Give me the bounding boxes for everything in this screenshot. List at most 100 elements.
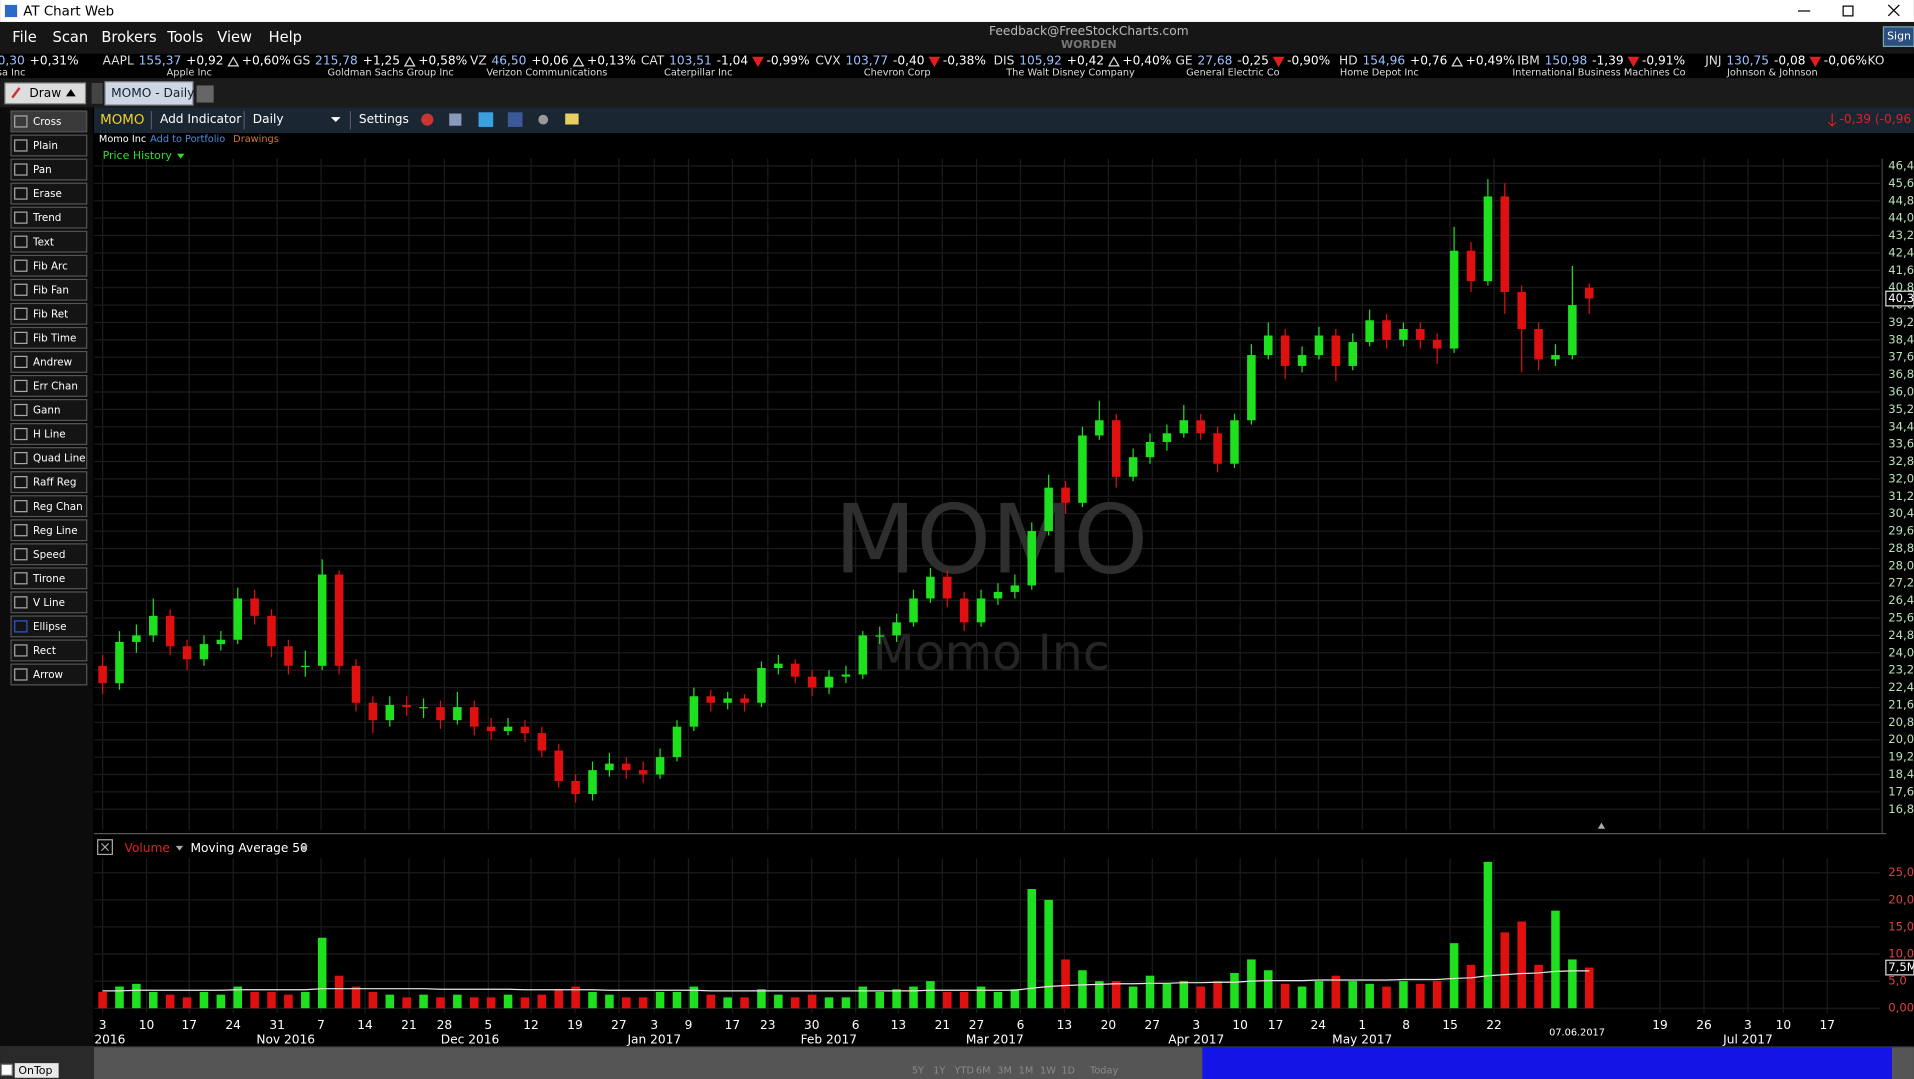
price-history-label[interactable]: Price History xyxy=(103,149,173,162)
chart-tab[interactable] xyxy=(104,81,194,106)
ticker-price[interactable]: 27,68 xyxy=(1198,54,1233,68)
tool-label[interactable]: Fib Ret xyxy=(33,308,68,320)
ticker-symbol[interactable]: HD xyxy=(1339,54,1358,68)
menu-item[interactable]: Brokers xyxy=(101,29,156,46)
tool-label[interactable]: Tirone xyxy=(32,573,65,585)
tool-button[interactable] xyxy=(10,663,88,686)
facebook-icon[interactable] xyxy=(507,112,523,127)
ticker-percent[interactable]: -0,99% xyxy=(767,54,810,68)
toolbar-symbol[interactable]: MOMO xyxy=(100,113,144,128)
tab-menu[interactable] xyxy=(91,83,103,104)
range-button[interactable]: 1Y xyxy=(933,1065,945,1076)
tool-label[interactable]: Arrow xyxy=(33,669,64,681)
range-button[interactable]: 5Y xyxy=(912,1065,924,1076)
menu-item[interactable]: Tools xyxy=(166,29,203,46)
tool-button[interactable] xyxy=(10,374,88,397)
tool-button[interactable] xyxy=(10,519,88,542)
ticker-price[interactable]: 0,30 xyxy=(0,54,25,68)
ticker-percent[interactable]: -0,90% xyxy=(1287,54,1330,68)
tool-button[interactable] xyxy=(10,471,88,494)
ticker-change[interactable]: -0,08 xyxy=(1774,54,1806,68)
tool-label[interactable]: Rect xyxy=(33,645,56,657)
add-indicator[interactable]: Add Indicator xyxy=(160,112,242,126)
tool-button[interactable] xyxy=(10,278,88,301)
tool-button[interactable] xyxy=(10,110,88,133)
chart-tab-label[interactable]: MOMO - Daily xyxy=(111,86,194,100)
tool-label[interactable]: H Line xyxy=(33,429,66,441)
tool-label[interactable]: Fib Arc xyxy=(33,260,68,272)
tool-label[interactable]: Raff Reg xyxy=(33,477,76,489)
settings-button[interactable]: Settings xyxy=(359,112,409,126)
ticker-percent[interactable]: +0,58% xyxy=(418,54,467,68)
range-button[interactable]: Today xyxy=(1089,1065,1118,1076)
menu-item[interactable]: Help xyxy=(269,29,302,46)
menu-item[interactable]: File xyxy=(12,29,36,46)
ticker-symbol[interactable]: CAT xyxy=(641,54,665,68)
tool-button[interactable] xyxy=(10,495,88,518)
tool-label[interactable]: Pan xyxy=(33,164,52,176)
tool-button[interactable] xyxy=(10,399,88,421)
tool-button[interactable] xyxy=(10,615,88,638)
menu-item[interactable]: View xyxy=(217,29,252,46)
draw-label[interactable]: Draw xyxy=(29,86,61,100)
tool-button[interactable] xyxy=(10,254,88,277)
ticker-percent[interactable]: +0,13% xyxy=(587,54,636,68)
ticker-percent[interactable]: +0,31% xyxy=(30,54,79,68)
tool-button[interactable] xyxy=(10,302,88,325)
ticker-change[interactable]: -1,04 xyxy=(717,54,749,68)
tool-label[interactable]: Quad Line xyxy=(33,453,86,465)
sign-in-label[interactable]: Sign I xyxy=(1887,30,1914,43)
range-button[interactable]: YTD xyxy=(954,1065,974,1076)
tool-button[interactable] xyxy=(10,230,88,253)
tool-label[interactable]: Erase xyxy=(33,188,62,200)
ticker-price[interactable]: 105,92 xyxy=(1019,54,1062,68)
range-button[interactable]: 1W xyxy=(1040,1065,1056,1076)
tool-button[interactable] xyxy=(10,206,88,229)
alert-icon[interactable] xyxy=(421,113,434,126)
tool-label[interactable]: Gann xyxy=(33,405,61,417)
tool-button[interactable] xyxy=(10,350,88,373)
drawings-link[interactable]: Drawings xyxy=(233,134,279,145)
ticker-price[interactable]: 46,50 xyxy=(492,54,527,68)
ticker-percent[interactable]: +0,40% xyxy=(1122,54,1171,68)
ticker-symbol[interactable]: VZ xyxy=(470,54,487,68)
menu-item[interactable]: Scan xyxy=(53,29,89,46)
tool-button[interactable] xyxy=(10,423,88,446)
ticker-change[interactable]: +1,25 xyxy=(363,54,400,68)
tool-button[interactable] xyxy=(10,447,88,470)
tool-label[interactable]: Trend xyxy=(32,212,61,224)
tool-label[interactable]: Fib Time xyxy=(33,332,76,344)
ticker-percent[interactable]: -0,91% xyxy=(1642,54,1685,68)
ticker-change[interactable]: +0,42 xyxy=(1067,54,1104,68)
ticker-symbol[interactable]: KO xyxy=(1868,54,1885,68)
ticker-price[interactable]: 155,37 xyxy=(139,54,182,68)
ticker-percent[interactable]: +0,60% xyxy=(242,54,291,68)
ticker-price[interactable]: 150,98 xyxy=(1545,54,1588,68)
close-panel[interactable] xyxy=(97,839,113,856)
tool-button[interactable] xyxy=(10,543,88,566)
tool-label[interactable]: Andrew xyxy=(33,357,73,369)
volume-label[interactable]: Volume xyxy=(125,841,170,855)
ticker-price[interactable]: 103,51 xyxy=(669,54,712,68)
tool-button[interactable] xyxy=(10,567,88,590)
ticker-change[interactable]: +0,06 xyxy=(531,54,568,68)
range-button[interactable]: 3M xyxy=(997,1065,1012,1076)
ticker-symbol[interactable]: GE xyxy=(1175,54,1192,68)
ticker-price[interactable]: 130,75 xyxy=(1726,54,1769,68)
ticker-percent[interactable]: -0,06% xyxy=(1824,54,1867,68)
tool-label[interactable]: V Line xyxy=(33,597,65,609)
range-button[interactable]: 1M xyxy=(1019,1065,1034,1076)
twitter-icon[interactable] xyxy=(478,112,494,127)
draw-button[interactable] xyxy=(4,82,87,105)
ticker-price[interactable]: 103,77 xyxy=(845,54,888,68)
tool-label[interactable]: Err Chan xyxy=(33,381,78,393)
tool-label[interactable]: Cross xyxy=(33,116,61,128)
ticker-change[interactable]: -1,39 xyxy=(1592,54,1624,68)
tool-button[interactable] xyxy=(10,182,88,205)
new-tab[interactable] xyxy=(196,85,214,103)
tool-button[interactable] xyxy=(10,326,88,349)
tool-label[interactable]: Speed xyxy=(33,549,65,561)
ontop-label[interactable]: OnTop xyxy=(18,1064,52,1077)
period-select[interactable]: Daily xyxy=(253,112,284,126)
ontop-checkbox[interactable] xyxy=(0,1063,13,1076)
